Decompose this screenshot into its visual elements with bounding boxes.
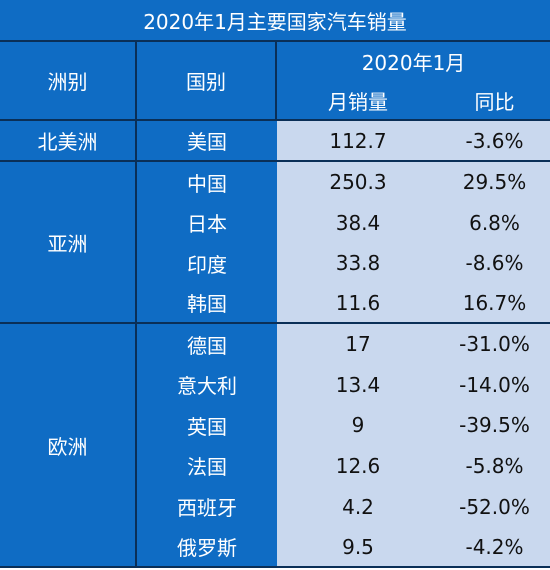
continent-cell: 北美洲 bbox=[0, 121, 137, 162]
yoy-cell: -3.6% bbox=[439, 121, 550, 162]
yoy-cell: -39.5% bbox=[439, 405, 550, 445]
yoy-cell: -5.8% bbox=[439, 445, 550, 486]
country-cell: 意大利 bbox=[137, 364, 277, 405]
yoy-cell: 6.8% bbox=[439, 202, 550, 243]
yoy-cell: -31.0% bbox=[439, 324, 550, 364]
country-cell: 日本 bbox=[137, 202, 277, 243]
sales-cell: 17 bbox=[277, 324, 439, 364]
sales-cell: 9 bbox=[277, 405, 439, 445]
country-cell: 德国 bbox=[137, 324, 277, 364]
sales-cell: 112.7 bbox=[277, 121, 439, 162]
country-cell: 法国 bbox=[137, 445, 277, 486]
header-yoy: 同比 bbox=[439, 81, 550, 121]
sales-cell: 12.6 bbox=[277, 445, 439, 486]
country-cell: 印度 bbox=[137, 243, 277, 283]
yoy-cell: -8.6% bbox=[439, 243, 550, 283]
yoy-cell: 29.5% bbox=[439, 162, 550, 202]
sales-cell: 4.2 bbox=[277, 486, 439, 527]
continent-cell: 亚洲 bbox=[0, 162, 137, 324]
yoy-cell: -4.2% bbox=[439, 527, 550, 568]
yoy-cell: -14.0% bbox=[439, 364, 550, 405]
table-title: 2020年1月主要国家汽车销量 bbox=[0, 0, 550, 42]
sales-cell: 9.5 bbox=[277, 527, 439, 568]
country-cell: 韩国 bbox=[137, 283, 277, 324]
header-period: 2020年1月 bbox=[277, 42, 550, 81]
header-country: 国别 bbox=[137, 42, 277, 121]
yoy-cell: -52.0% bbox=[439, 486, 550, 527]
header-continent: 洲别 bbox=[0, 42, 137, 121]
yoy-cell: 16.7% bbox=[439, 283, 550, 324]
continent-cell: 欧洲 bbox=[0, 324, 137, 568]
country-cell: 中国 bbox=[137, 162, 277, 202]
country-cell: 美国 bbox=[137, 121, 277, 162]
sales-cell: 250.3 bbox=[277, 162, 439, 202]
header-sales: 月销量 bbox=[277, 81, 439, 121]
country-cell: 西班牙 bbox=[137, 486, 277, 527]
sales-cell: 33.8 bbox=[277, 243, 439, 283]
sales-cell: 11.6 bbox=[277, 283, 439, 324]
country-cell: 英国 bbox=[137, 405, 277, 445]
sales-cell: 38.4 bbox=[277, 202, 439, 243]
country-cell: 俄罗斯 bbox=[137, 527, 277, 568]
sales-cell: 13.4 bbox=[277, 364, 439, 405]
